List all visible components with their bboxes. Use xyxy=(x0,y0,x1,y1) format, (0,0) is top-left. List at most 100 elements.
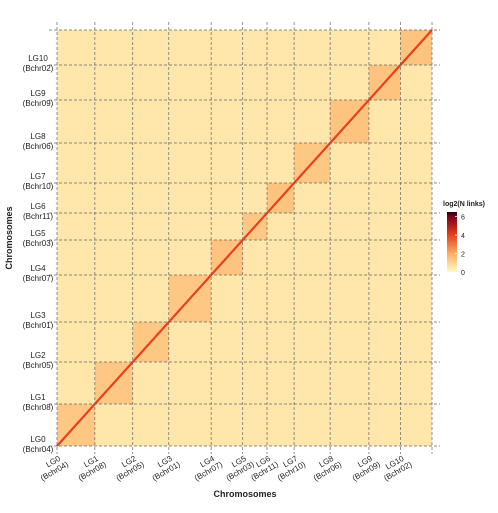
heatmap-cell xyxy=(132,213,169,240)
heatmap-cell xyxy=(242,322,268,362)
heatmap-cell xyxy=(242,30,268,65)
heatmap-cell xyxy=(57,183,95,213)
heatmap-cell xyxy=(94,30,133,65)
y-tick-label: (Bchr05) xyxy=(23,361,54,370)
y-tick-label: (Bchr06) xyxy=(23,142,54,151)
heatmap-cell xyxy=(368,30,401,65)
heatmap-cell xyxy=(168,143,212,183)
heatmap-cell xyxy=(294,100,331,143)
heatmap-cell xyxy=(242,100,268,143)
heatmap-cell xyxy=(94,143,133,183)
y-tick-label: LG3 xyxy=(30,311,46,320)
heatmap-cell xyxy=(368,362,401,404)
heatmap-cell xyxy=(94,183,133,213)
heatmap-cell xyxy=(368,213,401,240)
heatmap-cell xyxy=(267,362,295,404)
diagonal xyxy=(56,29,433,447)
heatmap-cell xyxy=(267,275,295,322)
heatmap-cell xyxy=(330,275,369,322)
heatmap-cell xyxy=(168,65,212,100)
y-axis-title: Chromosomes xyxy=(4,206,14,269)
heatmap-cell xyxy=(294,404,331,446)
y-tick-label: (Bchr07) xyxy=(23,274,54,283)
y-tick-label: (Bchr10) xyxy=(23,182,54,191)
heatmap-cell xyxy=(400,322,432,362)
heatmap-cell xyxy=(94,213,133,240)
heatmap-cell xyxy=(57,143,95,183)
y-tick-label: LG10 xyxy=(28,54,48,63)
heatmap-cell xyxy=(242,275,268,322)
heatmap-cell xyxy=(368,143,401,183)
heatmap-cell xyxy=(57,30,95,65)
heatmap-cell xyxy=(94,100,133,143)
heatmap-cell xyxy=(400,65,432,100)
x-tick-label-group: LG4(Bchr07) xyxy=(193,454,224,483)
y-tick-label: LG9 xyxy=(30,89,46,98)
heatmap-cell xyxy=(330,213,369,240)
heatmap-cell xyxy=(211,362,243,404)
heatmap-cell xyxy=(94,275,133,322)
heatmap-cell xyxy=(330,65,369,100)
colorbar xyxy=(447,212,457,272)
heatmap-cell xyxy=(400,404,432,446)
heatmap-cell xyxy=(242,240,268,275)
colorbar-tick-label: 4 xyxy=(461,233,465,240)
heatmap-cell xyxy=(211,183,243,213)
heatmap-cell xyxy=(132,65,169,100)
heatmap-cell xyxy=(294,322,331,362)
heatmap-cell xyxy=(168,404,212,446)
heatmap-cell xyxy=(400,100,432,143)
heatmap-cell xyxy=(267,30,295,65)
heatmap-cell xyxy=(94,240,133,275)
heatmap-cell xyxy=(242,183,268,213)
heatmap-cell xyxy=(94,404,133,446)
heatmap-cell xyxy=(330,183,369,213)
colorbar-title: log2(N links) xyxy=(443,201,485,208)
heatmap-cell xyxy=(211,275,243,322)
y-tick-label: LG7 xyxy=(30,172,46,181)
heatmap-cell xyxy=(330,404,369,446)
x-tick-label-group: LG8(Bchr06) xyxy=(312,454,343,483)
heatmap-cell xyxy=(400,213,432,240)
heatmap-cell xyxy=(330,240,369,275)
heatmap-cell xyxy=(368,100,401,143)
heatmap-cell xyxy=(211,213,243,240)
heatmap-cell xyxy=(330,362,369,404)
heatmap-cell xyxy=(267,213,295,240)
heatmap-cell xyxy=(168,30,212,65)
heatmap-cell xyxy=(168,213,212,240)
heatmap-cell xyxy=(57,100,95,143)
x-tick-label-group: LG1(Bchr08) xyxy=(77,454,108,483)
heatmap-cell xyxy=(267,100,295,143)
heatmap-cell xyxy=(242,362,268,404)
heatmap-cell xyxy=(330,322,369,362)
heatmap-cell xyxy=(168,100,212,143)
heatmap-cell xyxy=(242,404,268,446)
heatmap-cell xyxy=(267,143,295,183)
y-tick-label: LG8 xyxy=(30,132,46,141)
y-tick-label: (Bchr09) xyxy=(23,99,54,108)
y-tick-label: (Bchr01) xyxy=(23,321,54,330)
heatmap-cell xyxy=(242,65,268,100)
heatmap-cell xyxy=(294,183,331,213)
x-tick-label-group: LG0(Bchr04) xyxy=(39,454,70,483)
heatmap-cell xyxy=(94,65,133,100)
heatmap-cell xyxy=(168,240,212,275)
heatmap-cell xyxy=(400,240,432,275)
colorbar-tick-label: 6 xyxy=(461,215,465,222)
heatmap-cell xyxy=(267,240,295,275)
colorbar-tick-label: 0 xyxy=(461,270,465,277)
heatmap-cell xyxy=(267,65,295,100)
y-tick-label: LG6 xyxy=(30,202,46,211)
heatmap-cell xyxy=(211,100,243,143)
heatmap-cell xyxy=(132,143,169,183)
heatmap-cell xyxy=(211,322,243,362)
heatmap-cell xyxy=(294,65,331,100)
heatmap-cell xyxy=(294,240,331,275)
heatmap-cell xyxy=(330,143,369,183)
heatmap-cell xyxy=(368,183,401,213)
heatmap-cell xyxy=(168,183,212,213)
heatmap-cell xyxy=(94,322,133,362)
y-tick-label: LG0 xyxy=(30,435,46,444)
heatmap-cell xyxy=(400,275,432,322)
